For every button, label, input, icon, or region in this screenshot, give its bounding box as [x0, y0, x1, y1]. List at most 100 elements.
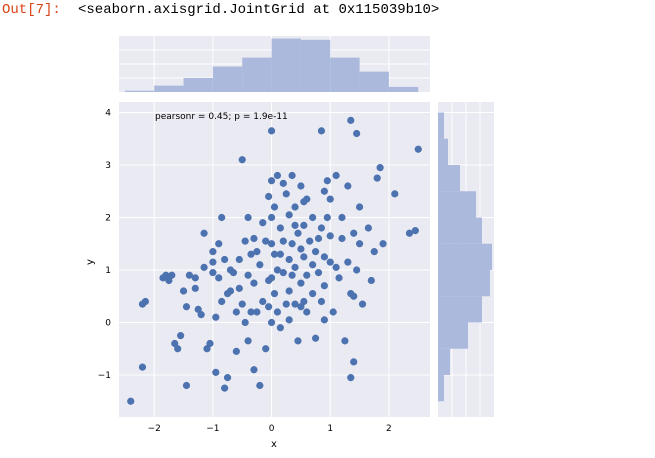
scatter-point	[235, 255, 243, 264]
scatter-point	[411, 227, 419, 235]
scatter-point	[297, 245, 305, 253]
scatter-point	[267, 213, 276, 222]
output-prompt: Out[7]:	[2, 2, 61, 18]
pearsonr-annotation: pearsonr = 0.45; p = 1.9e-11	[155, 112, 288, 122]
scatter-point	[265, 192, 273, 201]
scatter-point	[279, 179, 287, 187]
scatter-point	[338, 213, 346, 222]
scatter-point	[168, 271, 176, 279]
scatter-point	[162, 271, 170, 279]
scatter-point	[229, 269, 238, 277]
scatter-point	[223, 374, 232, 382]
scatter-point	[285, 211, 293, 219]
scatter-point	[276, 324, 284, 332]
scatter-point	[300, 221, 308, 229]
scatter-point	[244, 213, 252, 222]
y-hist-bar	[438, 138, 448, 165]
scatter-point	[265, 303, 273, 311]
scatter-point	[303, 308, 311, 316]
scatter-point	[320, 282, 328, 290]
scatter-point	[314, 269, 323, 277]
scatter-point	[273, 171, 282, 180]
scatter-point	[259, 219, 267, 227]
x-tick-label: 2	[386, 424, 392, 434]
scatter-point	[209, 269, 217, 277]
scatter-point	[288, 240, 296, 248]
scatter-point	[353, 129, 361, 138]
y-tick-label: 4	[105, 109, 111, 119]
joint-plot-background	[119, 102, 430, 417]
scatter-point	[350, 229, 358, 237]
scatter-point	[262, 237, 270, 245]
scatter-point	[256, 381, 264, 390]
scatter-point	[215, 274, 223, 282]
scatter-point	[323, 177, 331, 185]
scatter-point	[320, 253, 328, 261]
scatter-point	[370, 248, 378, 256]
scatter-point	[267, 274, 276, 282]
x-hist-bar	[388, 86, 419, 92]
scatter-point	[273, 266, 282, 274]
scatter-point	[279, 269, 287, 277]
y-hist-bar	[438, 243, 492, 270]
scatter-point	[185, 271, 194, 279]
scatter-point	[250, 279, 258, 287]
scatter-point	[291, 263, 299, 271]
scatter-point	[182, 381, 191, 390]
scatter-point	[285, 316, 293, 324]
scatter-point	[270, 250, 279, 258]
scatter-point	[317, 127, 326, 135]
scatter-point	[364, 224, 372, 232]
scatter-point	[194, 305, 202, 313]
x-hist-bar	[212, 66, 243, 92]
x-hist-bar	[124, 90, 155, 92]
scatter-point	[279, 237, 287, 245]
scatter-point	[232, 347, 240, 355]
y-hist-bar	[438, 270, 490, 297]
scatter-point	[317, 224, 326, 232]
scatter-point	[218, 213, 226, 222]
y-hist-bar	[438, 322, 468, 349]
scatter-point	[358, 300, 367, 308]
scatter-point	[238, 300, 246, 308]
scatter-point	[291, 221, 299, 229]
scatter-point	[326, 232, 334, 240]
scatter-point	[200, 229, 208, 237]
scatter-point	[347, 116, 355, 124]
scatter-point	[200, 263, 208, 271]
x-axis-label: x	[271, 439, 277, 450]
scatter-point	[212, 313, 220, 321]
scatter-point	[335, 274, 343, 282]
scatter-point	[355, 240, 364, 248]
scatter-point	[297, 182, 305, 190]
scatter-point	[206, 339, 214, 348]
scatter-point	[391, 190, 399, 198]
scatter-point	[267, 127, 276, 135]
scatter-point	[297, 279, 305, 287]
y-axis-label: y	[85, 259, 96, 265]
x-hist-bar	[183, 78, 213, 92]
scatter-point	[309, 213, 317, 222]
y-tick-label: 1	[105, 266, 111, 276]
scatter-point	[367, 276, 375, 285]
scatter-point	[288, 171, 296, 180]
joint-scatter-axes: −2 −1 0 1 2 −1 0 1 2 3 4	[98, 102, 430, 434]
scatter-point	[311, 334, 320, 342]
scatter-point	[209, 248, 217, 256]
scatter-point	[197, 311, 205, 319]
scatter-point	[267, 177, 276, 185]
scatter-point	[218, 297, 226, 306]
scatter-point	[309, 261, 317, 269]
scatter-point	[314, 234, 323, 243]
scatter-point	[253, 248, 261, 256]
scatter-point	[182, 303, 191, 311]
scatter-point	[267, 240, 276, 248]
scatter-point	[297, 303, 305, 311]
x-hist-bar	[271, 38, 301, 92]
scatter-point	[247, 250, 255, 258]
scatter-point	[244, 337, 252, 345]
scatter-point	[355, 203, 364, 211]
scatter-point	[276, 224, 284, 232]
scatter-point	[282, 300, 290, 308]
scatter-point	[326, 258, 334, 266]
